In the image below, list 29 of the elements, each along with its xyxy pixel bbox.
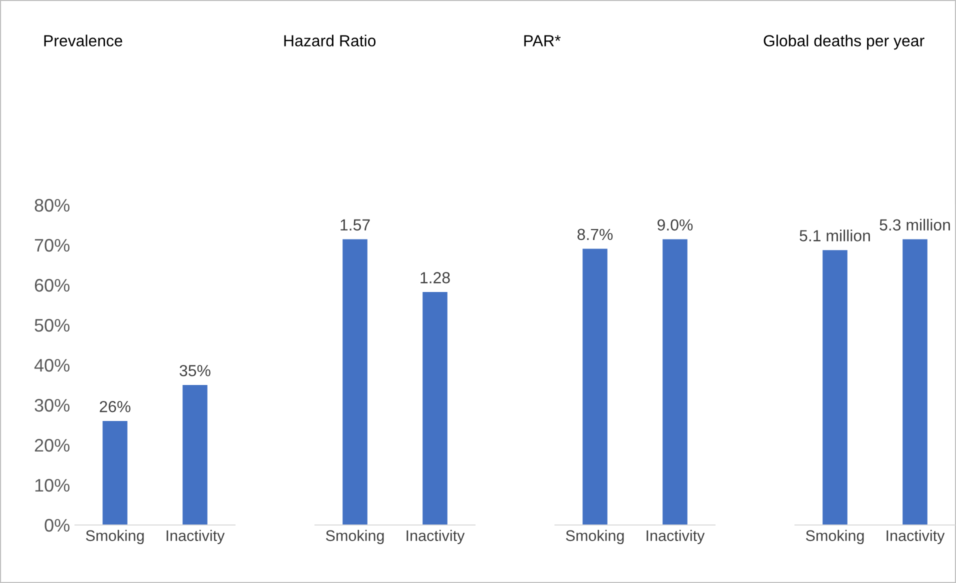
chart-title: Prevalence — [44, 34, 122, 46]
y-tick-label: 0% — [44, 518, 70, 532]
x-tick-label: Smoking — [326, 530, 384, 544]
y-tick-label: 70% — [34, 238, 70, 252]
x-tick-label: Inactivity — [166, 530, 225, 544]
data-label: 8.7% — [577, 228, 613, 240]
x-tick-label: Inactivity — [646, 530, 705, 544]
data-label: 1.57 — [340, 219, 370, 231]
data-label: 1.28 — [420, 272, 450, 284]
data-label: 9.0% — [658, 219, 693, 231]
x-tick-label: Smoking — [86, 530, 144, 544]
x-tick-label: Inactivity — [886, 530, 945, 544]
data-label: 35% — [180, 364, 210, 376]
y-tick-label: 20% — [34, 438, 70, 452]
data-label: 5.3 million — [880, 218, 950, 231]
chart-title: Hazard Ratio — [284, 34, 376, 46]
data-label: 5.1 million — [800, 230, 870, 242]
y-tick-label: 30% — [34, 398, 70, 412]
x-tick-label: Smoking — [566, 530, 624, 544]
y-tick-label: 10% — [35, 478, 70, 492]
y-tick-label: 50% — [34, 318, 70, 332]
data-label: 26% — [100, 400, 130, 412]
chart-title: Global deaths per year — [764, 34, 924, 50]
y-tick-label: 40% — [34, 358, 70, 372]
x-tick-label: Smoking — [806, 530, 864, 544]
x-tick-label: Inactivity — [406, 530, 465, 544]
y-tick-label: 80% — [34, 198, 70, 212]
y-tick-label: 60% — [34, 278, 70, 292]
chart-title: PAR* — [524, 35, 561, 46]
